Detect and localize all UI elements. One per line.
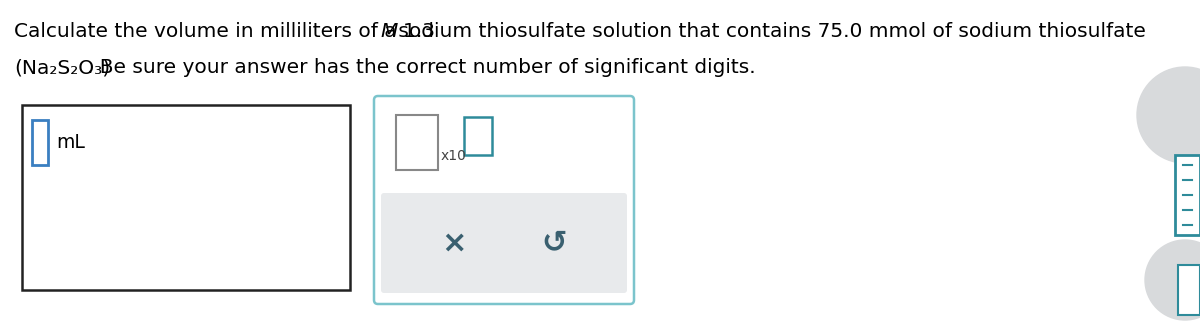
Text: (Na₂S₂O₃): (Na₂S₂O₃) xyxy=(14,58,110,77)
FancyBboxPatch shape xyxy=(382,193,628,293)
FancyBboxPatch shape xyxy=(22,105,350,290)
Text: Calculate the volume in milliliters of a 1.3: Calculate the volume in milliliters of a… xyxy=(14,22,436,41)
FancyBboxPatch shape xyxy=(1175,155,1200,235)
FancyBboxPatch shape xyxy=(396,115,438,170)
Text: x10: x10 xyxy=(442,149,467,163)
Text: ×: × xyxy=(440,229,467,257)
Text: sodium thiosulfate solution that contains 75.0 mmol of sodium thiosulfate: sodium thiosulfate solution that contain… xyxy=(392,22,1146,41)
Text: ↺: ↺ xyxy=(541,229,568,257)
FancyBboxPatch shape xyxy=(374,96,634,304)
Text: M: M xyxy=(380,22,397,41)
Circle shape xyxy=(1145,240,1200,320)
FancyBboxPatch shape xyxy=(464,117,492,155)
Circle shape xyxy=(1138,67,1200,163)
Text: mL: mL xyxy=(56,133,85,152)
Text: . Be sure your answer has the correct number of significant digits.: . Be sure your answer has the correct nu… xyxy=(88,58,756,77)
FancyBboxPatch shape xyxy=(1178,265,1200,315)
FancyBboxPatch shape xyxy=(32,120,48,165)
